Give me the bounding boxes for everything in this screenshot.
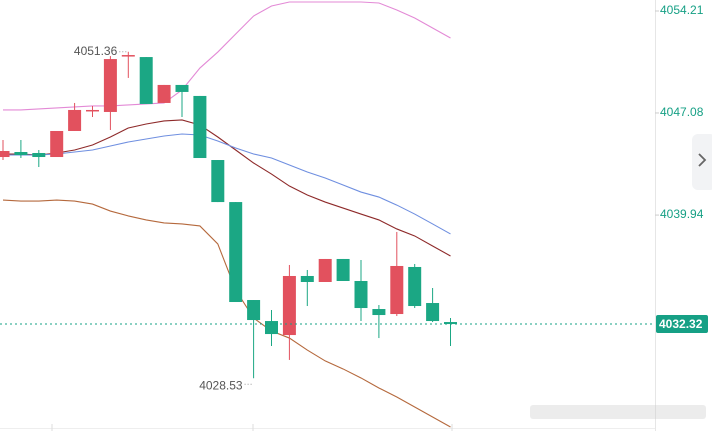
chevron-icon[interactable]: [698, 153, 707, 167]
candle-body: [390, 265, 404, 315]
plot-area: [0, 1, 457, 428]
candle-body: [14, 152, 28, 156]
high-annotation: 4051.36: [74, 44, 118, 58]
candle-body: [121, 55, 135, 57]
indicator-line: [3, 1, 451, 111]
candle-body: [193, 95, 207, 159]
candle-body: [265, 321, 278, 335]
candle-body: [103, 59, 117, 112]
y-tick-label: 4047.08: [660, 105, 704, 119]
y-tick-label: 4054.21: [660, 3, 704, 17]
candle-body: [444, 322, 457, 325]
candle-body: [426, 303, 440, 322]
candle-body: [157, 84, 171, 103]
watermark: [530, 405, 706, 419]
candle-body: [318, 258, 332, 282]
candle-body: [229, 202, 243, 303]
candle-body: [211, 160, 225, 203]
candle-body: [50, 130, 64, 158]
y-tick-label: 4039.94: [660, 207, 704, 221]
last-price-box: [656, 315, 708, 334]
candle-body: [247, 300, 261, 321]
indicator-line: [3, 133, 451, 235]
candle-body: [354, 280, 368, 309]
candle-body: [336, 258, 350, 281]
indicator-line: [3, 119, 451, 257]
candle-body: [408, 266, 422, 307]
expand-button[interactable]: [692, 134, 712, 190]
candle-body: [139, 57, 153, 104]
candle-body: [175, 84, 189, 92]
candle-body: [372, 309, 386, 316]
candle-body: [32, 153, 46, 158]
watermark-logo: [530, 405, 706, 419]
candle-body: [0, 151, 10, 158]
indicator-line: [2, 199, 451, 428]
candle-body: [86, 109, 99, 112]
low-annotation: 4028.53: [199, 378, 243, 392]
candle-body: [300, 275, 314, 282]
last-price-label: 4032.32: [659, 317, 703, 331]
candle-body: [282, 275, 296, 336]
candle-body: [68, 109, 82, 131]
